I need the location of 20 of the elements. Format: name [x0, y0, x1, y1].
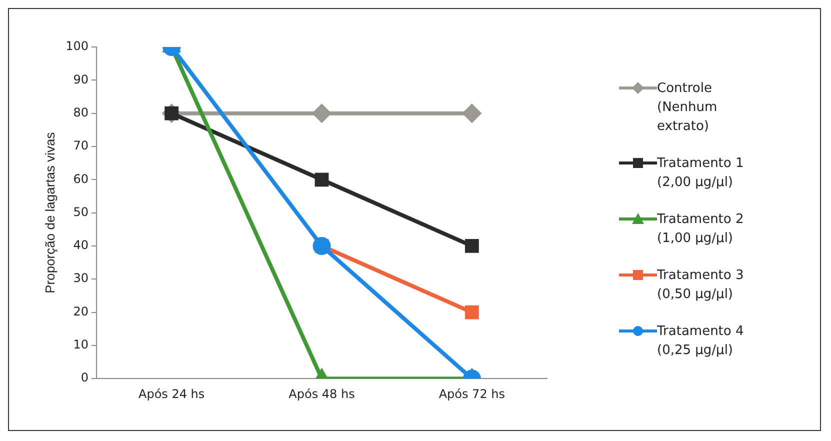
y-tick-label: 40: [73, 238, 89, 252]
legend-label: Tratamento 4 (0,25 µg/µl): [657, 323, 745, 360]
legend-label: Tratamento 1 (2,00 µg/µl): [657, 155, 745, 192]
y-tick-label: 100: [66, 38, 89, 53]
y-tick-label: 20: [73, 304, 89, 318]
legend-label: Controle (Nenhum extrato): [657, 80, 718, 136]
x-tick-label: Após 24 hs: [138, 386, 205, 400]
x-tick-label: Após 72 hs: [438, 386, 506, 400]
y-tick-label: 30: [73, 270, 89, 285]
y-tick-label: 80: [73, 104, 89, 119]
legend-label: Tratamento 3 (0,50 µg/µl): [657, 267, 745, 304]
y-tick-label: 10: [73, 337, 89, 352]
y-tick-label: 90: [73, 72, 89, 86]
legend-label: Tratamento 2 (1,00 µg/µl): [657, 211, 745, 248]
x-tick-label: Após 48 hs: [288, 386, 355, 400]
y-tick-label: 70: [73, 138, 89, 152]
y-tick-label: 0: [80, 370, 89, 384]
y-axis-title: Proporção de lagartas vivas: [42, 131, 58, 293]
y-tick-label: 60: [73, 171, 89, 186]
y-tick-label: 50: [73, 204, 89, 218]
